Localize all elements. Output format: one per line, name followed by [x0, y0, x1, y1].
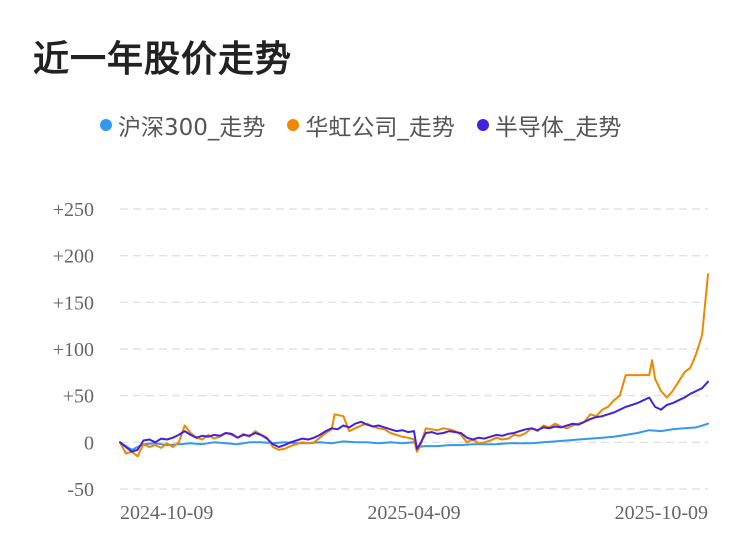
x-tick-label: 2025-10-09 [615, 502, 708, 524]
series-line-semi[interactable] [119, 380, 709, 453]
x-tick-label: 2025-04-09 [367, 502, 460, 524]
legend-label: 半导体_走势 [494, 115, 622, 141]
legend-label: 华虹公司_走势 [305, 115, 455, 141]
legend-dot-icon [100, 119, 112, 131]
legend-label: 沪深300_走势 [118, 115, 266, 141]
legend-item-hs300[interactable]: 沪深300_走势 [100, 108, 265, 142]
legend-item-semi[interactable]: 半导体_走势 [476, 108, 622, 142]
legend-dot-icon [287, 119, 300, 131]
legend-dot-icon [476, 119, 489, 131]
y-tick-label: +200 [53, 246, 94, 268]
y-tick-label: +250 [53, 199, 94, 221]
y-tick-label: -50 [67, 479, 94, 501]
legend-item-huahong[interactable]: 华虹公司_走势 [287, 108, 455, 142]
y-tick-label: 0 [84, 432, 94, 454]
page-title: 近一年股价走势 [33, 39, 293, 80]
y-tick-label: +150 [53, 292, 94, 314]
x-tick-label: 2024-10-09 [120, 502, 213, 524]
series-line-huahong[interactable] [119, 273, 709, 458]
y-tick-label: +100 [53, 339, 94, 361]
y-tick-label: +50 [63, 386, 94, 408]
chart-legend: 沪深300_走势 华虹公司_走势 半导体_走势 [100, 108, 621, 142]
